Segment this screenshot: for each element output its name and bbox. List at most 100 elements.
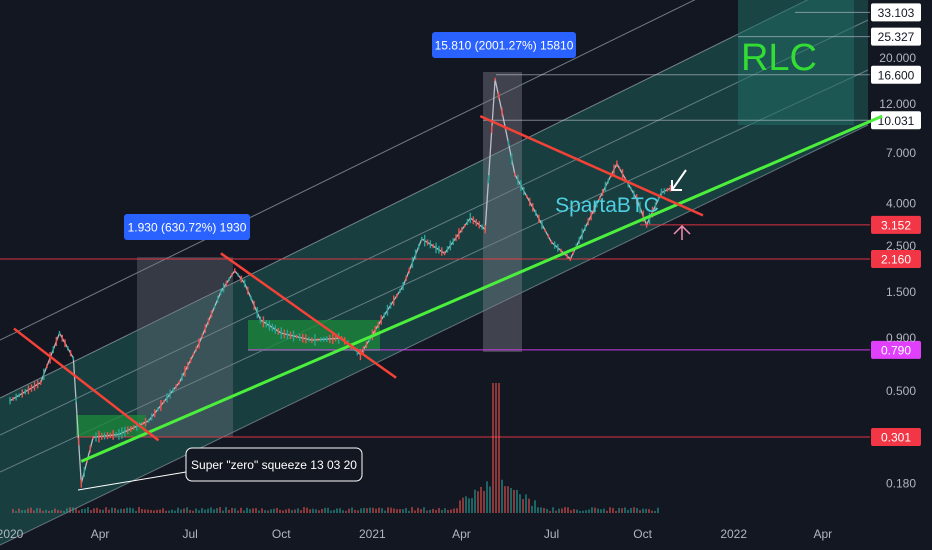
volume-bar <box>261 508 263 513</box>
volume-bar <box>354 509 356 513</box>
volume-bar <box>282 510 284 513</box>
volume-bar <box>441 510 443 513</box>
x-axis: 2020 Apr Jul Oct 2021 Apr Jul Oct 2022 Apr <box>0 527 832 541</box>
volume-bar <box>330 510 332 513</box>
volume-bar <box>498 383 500 513</box>
volume-bar <box>285 509 287 513</box>
volume-bar <box>93 508 95 513</box>
volume-bar <box>462 497 464 513</box>
x-tick-label: Apr <box>813 527 832 541</box>
volume-bar <box>240 507 242 513</box>
resistance-trendline <box>479 115 704 217</box>
author-watermark: SpartaBTC <box>555 194 659 217</box>
volume-bar <box>375 508 377 513</box>
x-tick-label: Apr <box>91 527 110 541</box>
volume-bar <box>612 507 614 513</box>
volume-bar <box>459 500 461 513</box>
volume-bar <box>423 507 425 513</box>
arrow-up-icon <box>673 224 691 240</box>
volume-bar <box>639 510 641 513</box>
volume-bar <box>297 508 299 513</box>
arrow-down-icon <box>671 169 687 191</box>
x-tick-label: Oct <box>272 527 291 541</box>
y-tick-label: 20.000 <box>879 51 916 65</box>
volume-bar <box>51 510 53 513</box>
volume-bar <box>624 507 626 513</box>
volume-bar <box>546 508 548 513</box>
volume-bar <box>195 508 197 513</box>
volume-bar <box>324 507 326 513</box>
volume-bar <box>435 509 437 513</box>
y-tick-label: 4.000 <box>886 196 916 210</box>
volume-bar <box>189 510 191 513</box>
volume-bar <box>483 490 485 513</box>
volume-bar <box>186 507 188 513</box>
volume-bar <box>426 510 428 513</box>
volume-bar <box>390 507 392 513</box>
volume-bar <box>75 508 77 513</box>
volume-bar <box>237 510 239 513</box>
volume-bar <box>15 510 17 513</box>
volume-bar <box>558 508 560 513</box>
channel-line-bottom <box>0 124 869 546</box>
volume-bar <box>636 508 638 513</box>
volume-bar <box>168 510 170 513</box>
x-tick-label: 2021 <box>359 527 386 541</box>
volume-bar <box>216 508 218 513</box>
volume-bar <box>384 510 386 513</box>
volume-bar <box>273 508 275 513</box>
y-tick-label: 0.900 <box>886 331 916 345</box>
channel-line-top <box>0 0 696 341</box>
volume-bar <box>276 507 278 513</box>
volume-bar <box>69 507 71 513</box>
volume-bar <box>24 510 26 513</box>
price-level-label: 25.327 <box>878 30 915 44</box>
volume-bar <box>549 510 551 513</box>
volume-bar <box>618 507 620 513</box>
volume-bar <box>99 509 101 513</box>
volume-bar <box>342 510 344 513</box>
volume-bar <box>381 508 383 513</box>
volume-bar <box>147 509 149 513</box>
volume-bar <box>177 507 179 513</box>
price-level-tag <box>871 65 921 84</box>
volume-bar <box>114 507 116 513</box>
volume-bar <box>570 510 572 513</box>
volume-bar <box>609 507 611 513</box>
volume-bar <box>492 383 494 513</box>
volume-bar <box>102 509 104 513</box>
volume-bar <box>576 509 578 513</box>
x-tick-label: Oct <box>633 527 652 541</box>
volume-bar <box>513 489 515 513</box>
volume-bar <box>654 510 656 513</box>
volume-bar <box>327 507 329 513</box>
volume-bar <box>192 510 194 513</box>
volume-bar <box>48 510 50 513</box>
volume-bar <box>369 507 371 513</box>
volume-bar <box>78 510 80 513</box>
volume-bar <box>279 509 281 513</box>
volume-bar <box>399 509 401 513</box>
price-level-label: 0.790 <box>881 343 911 357</box>
volume-bar <box>585 510 587 513</box>
volume-bar <box>81 508 83 513</box>
volume-bar <box>153 510 155 513</box>
price-series <box>9 77 674 488</box>
volume-bar <box>432 508 434 513</box>
volume-bar <box>105 507 107 513</box>
volume-bar <box>126 507 128 513</box>
volume-bar <box>456 508 458 513</box>
volume-bar <box>615 510 617 513</box>
volume-bar <box>378 507 380 513</box>
volume-bar <box>27 508 29 513</box>
volume-bar <box>30 507 32 513</box>
chart-title: RLC <box>741 37 817 79</box>
volume-bar <box>486 481 488 513</box>
volume-bar <box>408 510 410 513</box>
volume-bar <box>519 494 521 513</box>
volume-bar <box>537 507 539 513</box>
volume-bar <box>420 509 422 513</box>
volume-bar <box>480 486 482 513</box>
volume-bar <box>150 510 152 513</box>
